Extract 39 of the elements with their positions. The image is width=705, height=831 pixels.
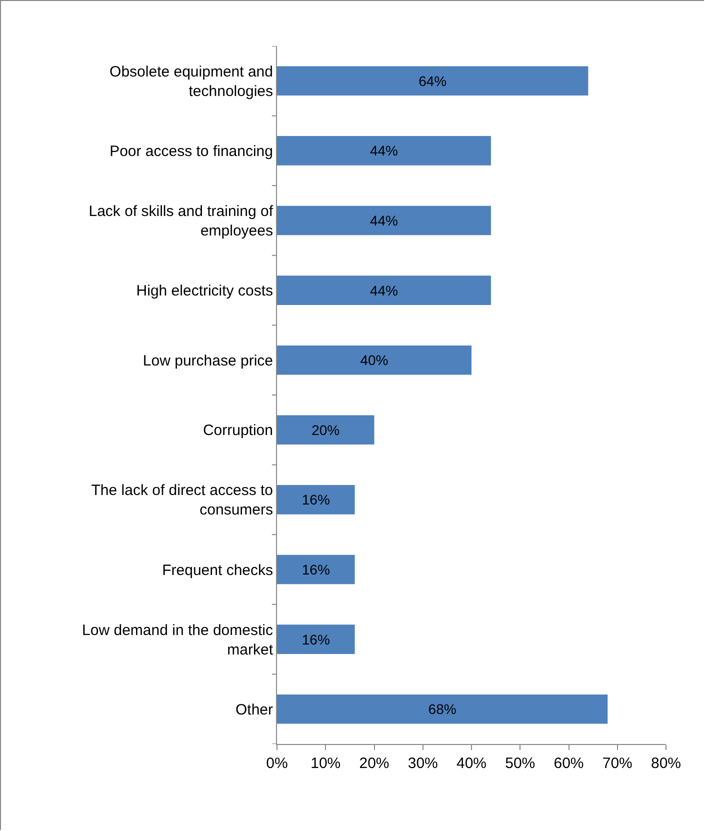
- y-tick-label: High electricity costs: [136, 282, 273, 300]
- y-tick-label: Low purchase price: [142, 352, 273, 370]
- bar: [277, 136, 491, 166]
- bar: [277, 694, 608, 724]
- x-tick-label: 20%: [359, 755, 390, 772]
- data-label: 44%: [370, 282, 398, 298]
- y-tick-label: The lack of direct access to consumers: [91, 482, 273, 519]
- x-tick-label: 10%: [310, 755, 341, 772]
- x-tick-label: 80%: [650, 755, 682, 772]
- y-tick-label: Poor access to financing: [110, 142, 273, 160]
- y-tick-label: Obsolete equipment and technologies: [110, 63, 273, 100]
- bar: [277, 66, 588, 96]
- y-tick-label: Lack of skills and training of employees: [88, 203, 274, 240]
- y-tick-label: Corruption: [202, 422, 273, 440]
- y-tick-label: Frequent checks: [162, 562, 273, 579]
- x-tick-label: 60%: [554, 755, 584, 772]
- bar: [277, 206, 491, 236]
- x-tick-label: 40%: [456, 755, 487, 772]
- data-label: 44%: [370, 142, 398, 159]
- x-tick-label: 30%: [408, 755, 438, 772]
- data-label: 68%: [428, 701, 456, 718]
- data-label: 16%: [302, 562, 330, 578]
- bar: [277, 345, 472, 375]
- data-label: 40%: [360, 352, 388, 368]
- y-tick-label: Low demand in the domestic market: [82, 622, 274, 658]
- bar: [277, 554, 355, 584]
- x-tick-label: 0%: [266, 755, 288, 772]
- data-label: 16%: [302, 492, 330, 508]
- bar: [277, 624, 355, 654]
- data-label: 44%: [370, 212, 398, 228]
- x-tick-label: 50%: [505, 755, 536, 772]
- bar: [277, 415, 374, 445]
- x-tick-label: 70%: [602, 755, 632, 772]
- data-label: 20%: [312, 422, 340, 438]
- bar: [277, 485, 355, 514]
- y-tick-label: Other: [235, 701, 274, 718]
- bar: [277, 276, 491, 305]
- data-label: 16%: [302, 631, 330, 648]
- data-label: 64%: [418, 72, 447, 89]
